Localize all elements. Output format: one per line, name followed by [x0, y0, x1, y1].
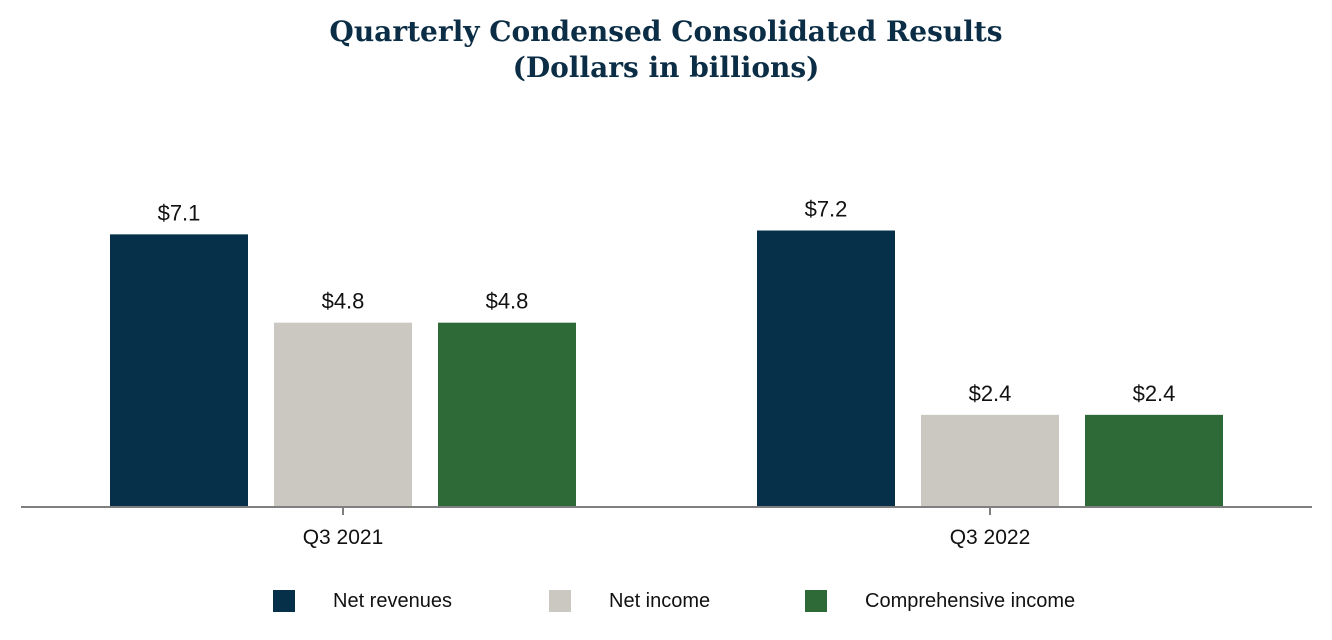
bar-comprehensive-income-q3-2021	[438, 322, 576, 507]
bar-comprehensive-income-q3-2022	[1085, 414, 1223, 507]
legend-label: Net income	[609, 589, 711, 612]
legend-label: Net revenues	[333, 589, 452, 612]
x-axis-tick-label: Q3 2022	[950, 526, 1031, 549]
chart-title: Quarterly Condensed Consolidated Results	[329, 15, 1003, 48]
chart-title-block: Quarterly Condensed Consolidated Results…	[0, 14, 1332, 86]
data-label: $2.4	[1133, 381, 1176, 406]
bar-net-revenues-q3-2021	[110, 234, 248, 508]
data-label: $4.8	[486, 289, 529, 314]
bar-net-revenues-q3-2022	[757, 230, 895, 507]
data-label: $7.1	[158, 200, 201, 225]
legend-swatch	[549, 590, 571, 612]
data-label: $2.4	[969, 381, 1012, 406]
bar-chart: $7.1 $7.2 $4.8 $2.4 $4.8 $2.4 Q3 2021 Q3 2022	[21, 197, 1312, 549]
legend-item-net-income: Net income	[549, 586, 710, 616]
legend-item-comprehensive-income: Comprehensive income	[805, 586, 1075, 616]
bar-net-income-q3-2021	[274, 322, 412, 507]
legend-swatch	[273, 590, 295, 612]
legend-swatch	[805, 590, 827, 612]
bar-net-income-q3-2022	[921, 414, 1059, 507]
x-axis-tick-label: Q3 2021	[303, 526, 384, 549]
chart-subtitle: (Dollars in billions)	[512, 51, 820, 84]
data-label: $4.8	[322, 289, 365, 314]
legend-item-net-revenues: Net revenues	[273, 586, 452, 616]
legend-label: Comprehensive income	[865, 589, 1076, 612]
data-label: $7.2	[805, 197, 848, 222]
chart-legend: Net revenues Net income Comprehensive inco…	[0, 586, 1332, 616]
